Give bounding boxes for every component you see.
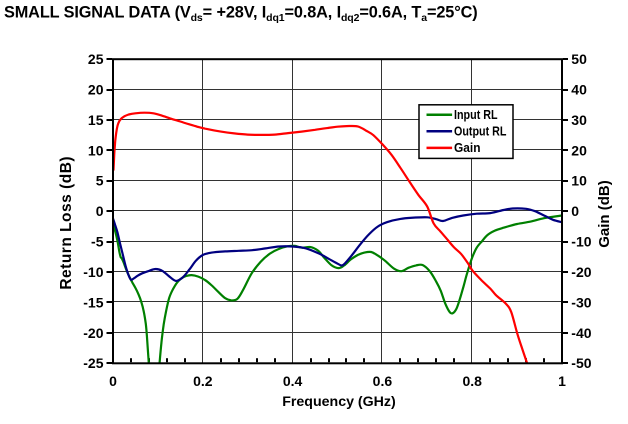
svg-text:-40: -40 [571,325,591,341]
svg-text:20: 20 [571,142,587,158]
svg-text:15: 15 [88,112,104,128]
svg-text:0: 0 [571,203,579,219]
svg-text:1: 1 [558,373,566,389]
svg-text:Frequency (GHz): Frequency (GHz) [282,394,396,410]
svg-text:Gain: Gain [454,141,481,155]
svg-text:-20: -20 [571,264,591,280]
svg-text:40: 40 [571,82,587,98]
svg-text:-20: -20 [83,325,103,341]
svg-text:50: 50 [571,51,587,67]
svg-text:-10: -10 [571,234,591,250]
svg-text:25: 25 [88,51,104,67]
svg-text:SMALL SIGNAL DATA (Vds= +28V,: SMALL SIGNAL DATA (Vds= +28V, Idq1=0.8A,… [4,4,478,25]
svg-text:Input RL: Input RL [454,108,498,122]
svg-text:0.6: 0.6 [373,373,393,389]
svg-text:Gain (dB): Gain (dB) [596,180,613,248]
svg-text:-15: -15 [83,294,103,310]
svg-text:-5: -5 [91,234,104,250]
svg-text:0.8: 0.8 [462,373,482,389]
svg-text:10: 10 [571,173,587,189]
svg-text:Output RL: Output RL [454,125,507,139]
svg-text:10: 10 [88,142,104,158]
svg-text:0.4: 0.4 [283,373,303,389]
svg-text:30: 30 [571,112,587,128]
svg-text:5: 5 [96,173,104,189]
svg-text:Return Loss (dB): Return Loss (dB) [58,156,75,290]
svg-text:0.2: 0.2 [193,373,213,389]
svg-text:-50: -50 [571,355,591,371]
svg-text:0: 0 [96,203,104,219]
svg-text:-25: -25 [83,355,103,371]
svg-text:-10: -10 [83,264,103,280]
svg-text:20: 20 [88,82,104,98]
svg-text:0: 0 [109,373,117,389]
svg-text:-30: -30 [571,294,591,310]
